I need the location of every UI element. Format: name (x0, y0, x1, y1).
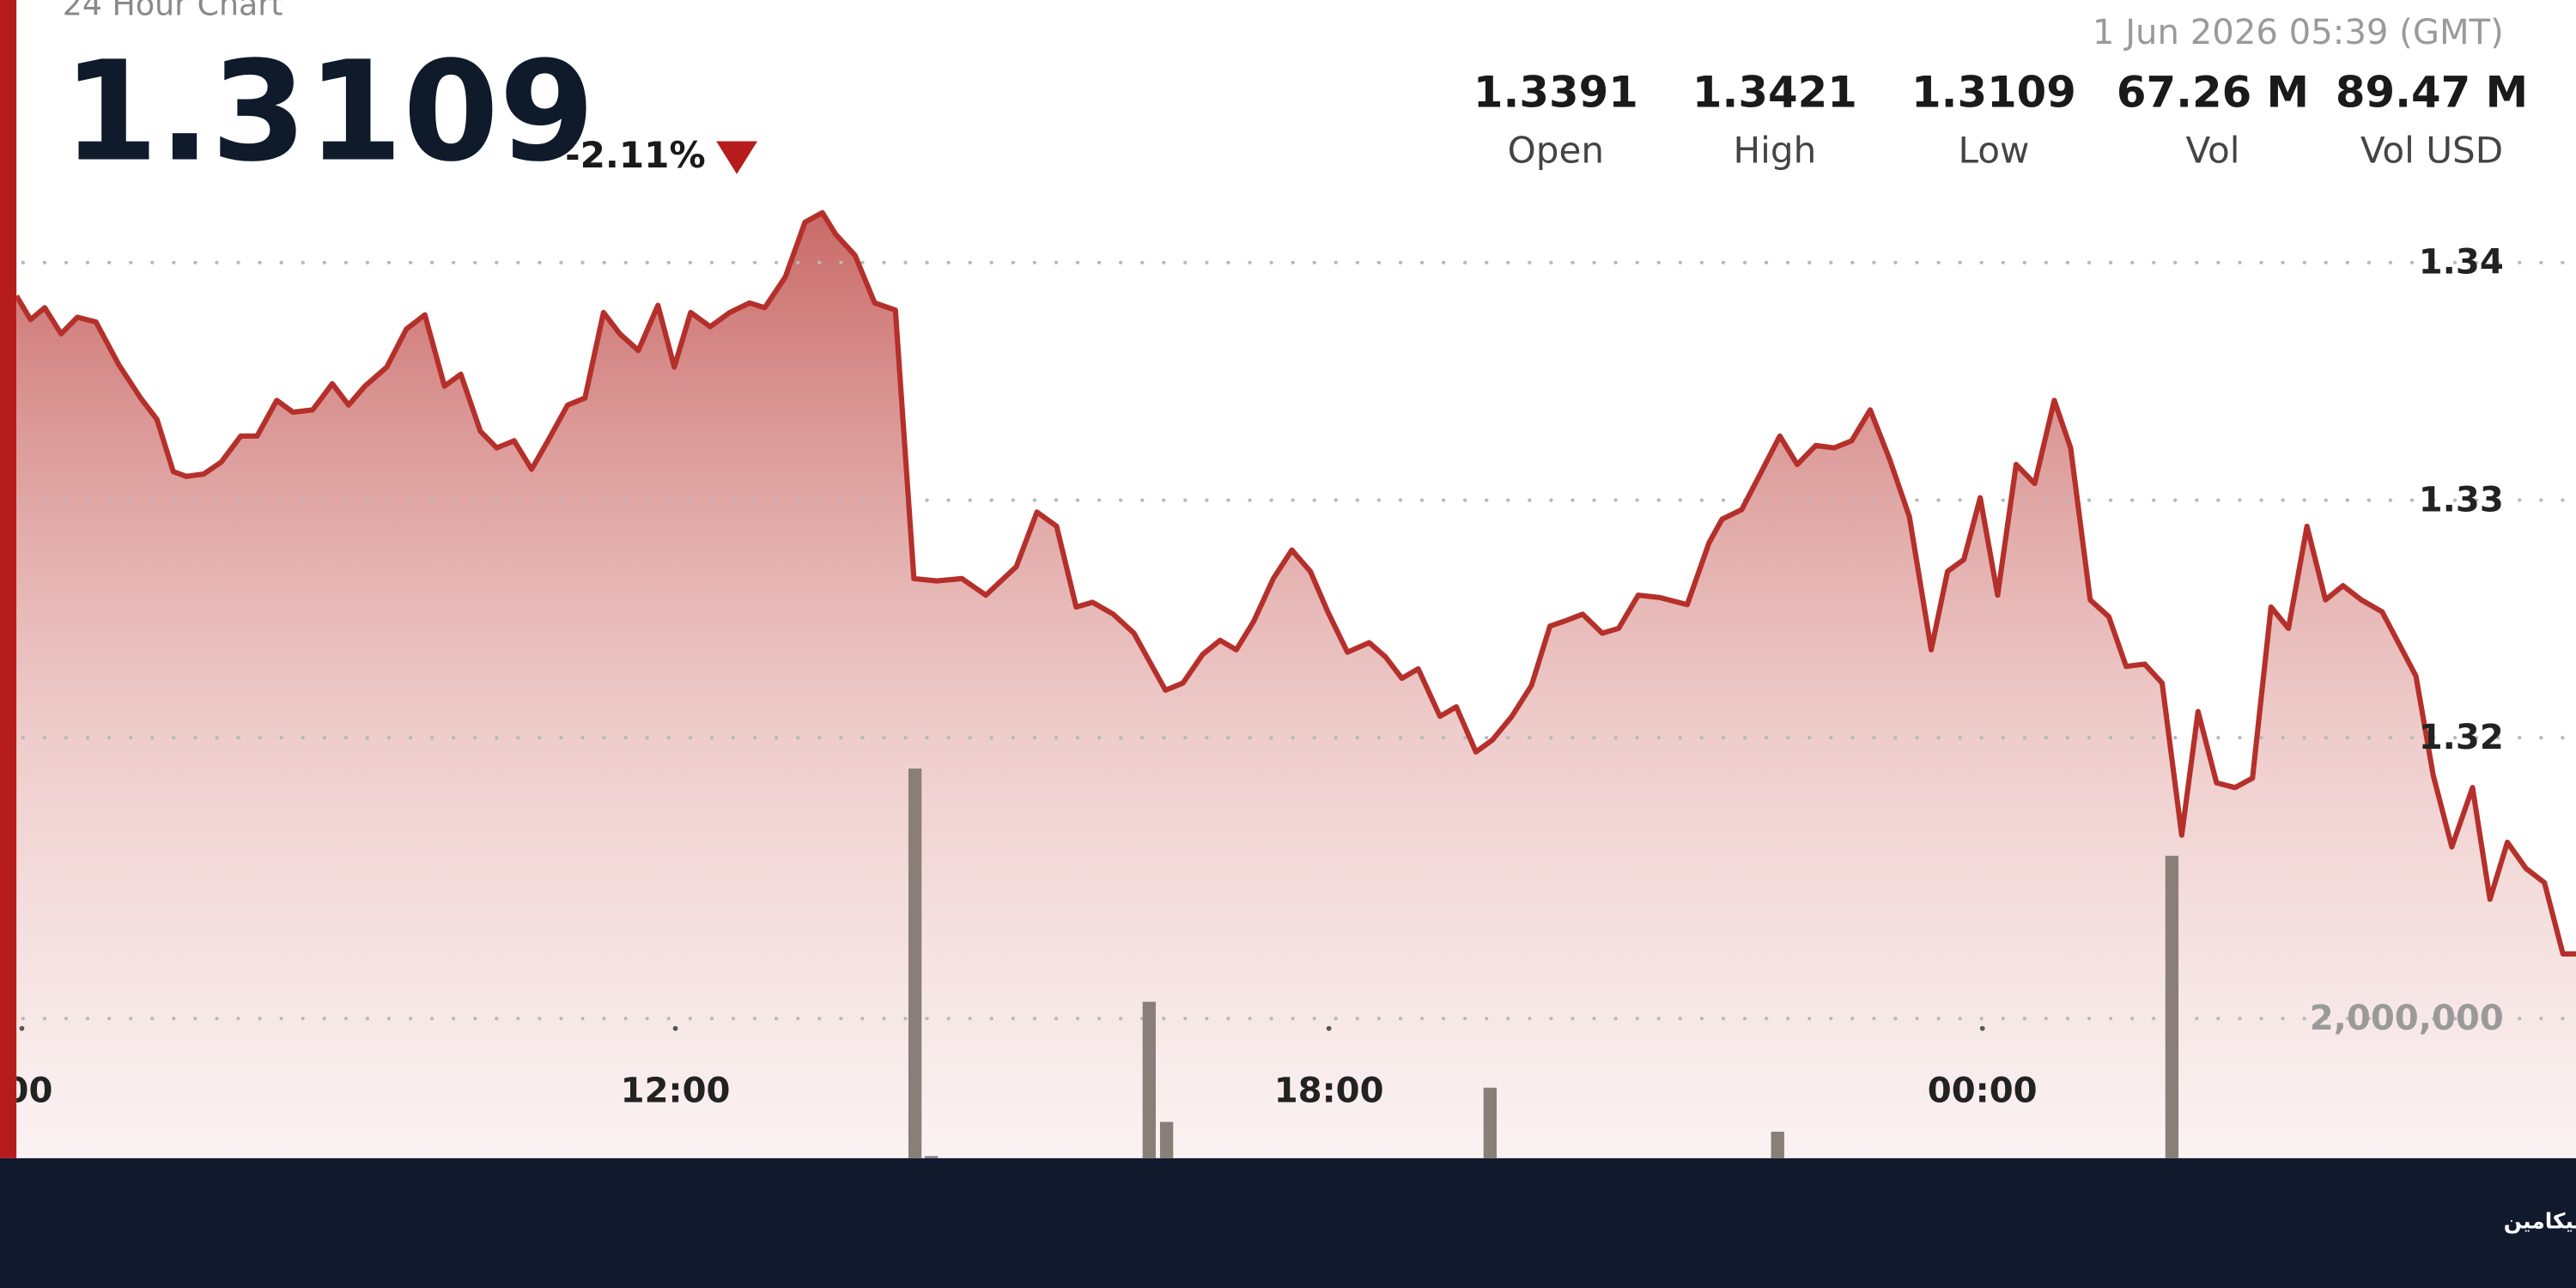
price-change: -2.11% (565, 134, 705, 176)
x-tick-label: 18:00 (1274, 1071, 1384, 1110)
x-tick-label: 00:00 (1928, 1071, 2038, 1110)
x-tick-label: :00 (0, 1071, 52, 1110)
brand: آتیکامین (2504, 1207, 2576, 1234)
plot-area: 1.32 1.33 1.34 2,000,000 :00 12:00 18:00 00:00 (0, 210, 2576, 1158)
x-tick (19, 1025, 25, 1031)
y-tick-label: 1.32 (2419, 718, 2504, 757)
footer (0, 1157, 2576, 1288)
stat-value: 67.26 M (2117, 67, 2309, 117)
volume-bar (908, 769, 922, 1158)
volume-bar (1483, 1087, 1498, 1158)
timestamp: 1 Jun 2026 05:39 (GMT) (2093, 13, 2504, 52)
volume-bar (1771, 1131, 1784, 1158)
stat-value: 1.3421 (1692, 67, 1857, 117)
stat-label: Vol USD (2360, 129, 2503, 171)
x-tick (672, 1025, 678, 1031)
x-tick (1979, 1025, 1985, 1031)
stat-label: Low (1959, 129, 2030, 171)
volume-bar (1142, 1001, 1156, 1158)
y-tick-label: 1.33 (2419, 480, 2504, 519)
x-tick-label: 12:00 (621, 1071, 731, 1110)
y-tick-label: 1.34 (2419, 243, 2504, 283)
x-tick (1326, 1025, 1332, 1031)
y2-tick-label: 2,000,000 (2310, 999, 2504, 1038)
stats: 1.3391 Open 1.3421 High 1.3109 Low 67.26 M Vol 8… (1473, 67, 2528, 171)
accent-bar (0, 0, 17, 1158)
volume-bar (924, 1156, 939, 1158)
down-arrow (716, 141, 758, 174)
stat-value: 89.47 M (2336, 67, 2528, 117)
stat-label: Vol (2186, 129, 2240, 171)
volume-bar (1159, 1121, 1174, 1158)
price-area (16, 212, 2576, 1158)
price-line (16, 210, 2576, 957)
stat-value: 1.3109 (1911, 67, 2076, 117)
stat-label: Open (1508, 129, 1604, 171)
stat-label: High (1734, 129, 1817, 171)
volume-bar (2165, 855, 2179, 1158)
current-price: 1.3109 (63, 32, 595, 192)
chart-label: 24 Hour Chart (63, 0, 283, 23)
stat-value: 1.3391 (1473, 67, 1638, 117)
